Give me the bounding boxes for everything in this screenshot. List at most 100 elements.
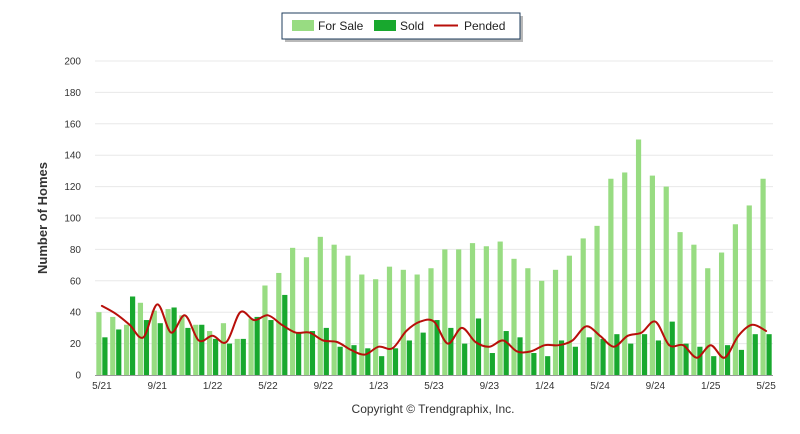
sold-bar [572,346,578,375]
x-tick-label: 5/24 [590,381,610,392]
x-tick-label: 9/23 [480,381,500,392]
for-sale-bar [400,269,406,375]
sold-bar [392,348,399,375]
legend-label-pended: Pended [464,19,505,33]
for-sale-bar [386,266,393,375]
for-sale-bar [151,310,157,375]
sold-bar [102,337,108,375]
y-tick-label: 160 [64,119,81,130]
sold-bar [254,316,260,375]
axes: 0 20 40 60 80 100 120 140 160 180 200 5/21 9/21 1/22 5… [64,57,776,393]
sold-bar [240,338,246,375]
x-tick-label: 1/22 [203,381,223,392]
sold-bar [337,346,343,375]
x-tick-label: 1/24 [535,381,555,392]
for-sale-bar [317,236,323,375]
sold-bar [517,337,523,375]
for-sale-bar [303,257,310,375]
y-tick-label: 180 [64,88,81,99]
for-sale-bar [663,186,669,375]
sold-bar [669,321,675,375]
sold-bar [309,331,316,375]
y-axis-title: Number of Homes [35,162,50,274]
for-sale-bar [691,244,697,375]
x-tick-label: 5/23 [424,381,444,392]
for-sale-bar [705,268,711,375]
for-sale-bar [137,302,144,375]
sold-bar [600,338,606,375]
for-sale-bar [760,178,766,375]
sold-bar [724,345,731,375]
for-sale-bar [248,318,254,375]
y-tick-label: 100 [64,214,81,225]
for-sale-bar [677,232,683,375]
for-sale-bar [428,268,434,375]
sold-bar [738,349,745,375]
for-sale-bar [123,324,130,375]
for-sale-bar [732,224,739,375]
sold-bar [420,332,426,375]
sold-bar [752,334,758,375]
x-tick-label: 5/25 [756,381,776,392]
y-tick-label: 0 [75,371,81,382]
for-sale-bar [179,315,185,375]
sold-bar [628,343,634,375]
for-sale-bar [718,252,725,375]
y-tick-label: 120 [64,182,81,193]
for-sale-bar [110,316,116,375]
legend-swatch-sold [374,20,396,31]
sold-bar [614,334,620,375]
x-tick-label: 5/21 [92,381,112,392]
sold-bar [641,334,648,375]
for-sale-bar [262,285,268,375]
sold-bar [766,334,772,375]
y-tick-label: 140 [64,151,81,162]
sold-bar [282,294,288,375]
x-tick-label: 1/25 [701,381,721,392]
for-sale-bar [539,280,545,375]
sold-bar [434,320,440,375]
y-tick-label: 20 [70,339,82,350]
for-sale-bar [456,249,462,375]
sold-bar [545,356,551,375]
sold-bar [143,320,150,375]
sold-bar [462,343,468,375]
x-tick-label: 1/23 [369,381,389,392]
for-sale-bar [594,225,600,375]
legend: For Sale Sold Pended [281,12,523,42]
y-tick-label: 60 [70,276,82,287]
sold-bar [365,348,371,375]
legend-swatch-for-sale [292,20,314,31]
grid-lines [95,60,773,345]
sold-bar [351,345,357,375]
for-sale-bar [442,249,448,375]
for-sale-bar [220,323,227,375]
for-sale-bar [345,255,351,375]
pended-line [100,303,768,359]
sold-bar [503,331,509,375]
pended-line-layer [100,303,768,359]
y-tick-label: 40 [70,308,82,319]
sold-bar [406,340,412,375]
x-tick-label: 9/24 [646,381,666,392]
sold-bar [655,340,661,375]
sold-bar [711,356,717,375]
for-sale-bar [359,274,365,375]
for-sale-bar [165,309,171,375]
sold-bar [185,327,191,375]
for-sale-bar [746,205,752,375]
for-sale-bar [373,279,379,375]
sold-bar [379,356,385,375]
legend-label-sold: Sold [400,19,424,33]
sold-bar [586,337,592,375]
legend-label-for-sale: For Sale [318,19,364,33]
sold-bar [268,320,274,375]
for-sale-bar [207,331,213,375]
bar-marks [96,139,772,375]
sold-bar [129,296,136,375]
for-sale-bar [193,324,199,375]
for-sale-bar [276,272,282,375]
sold-bar [448,327,454,375]
for-sale-bar [414,274,420,375]
